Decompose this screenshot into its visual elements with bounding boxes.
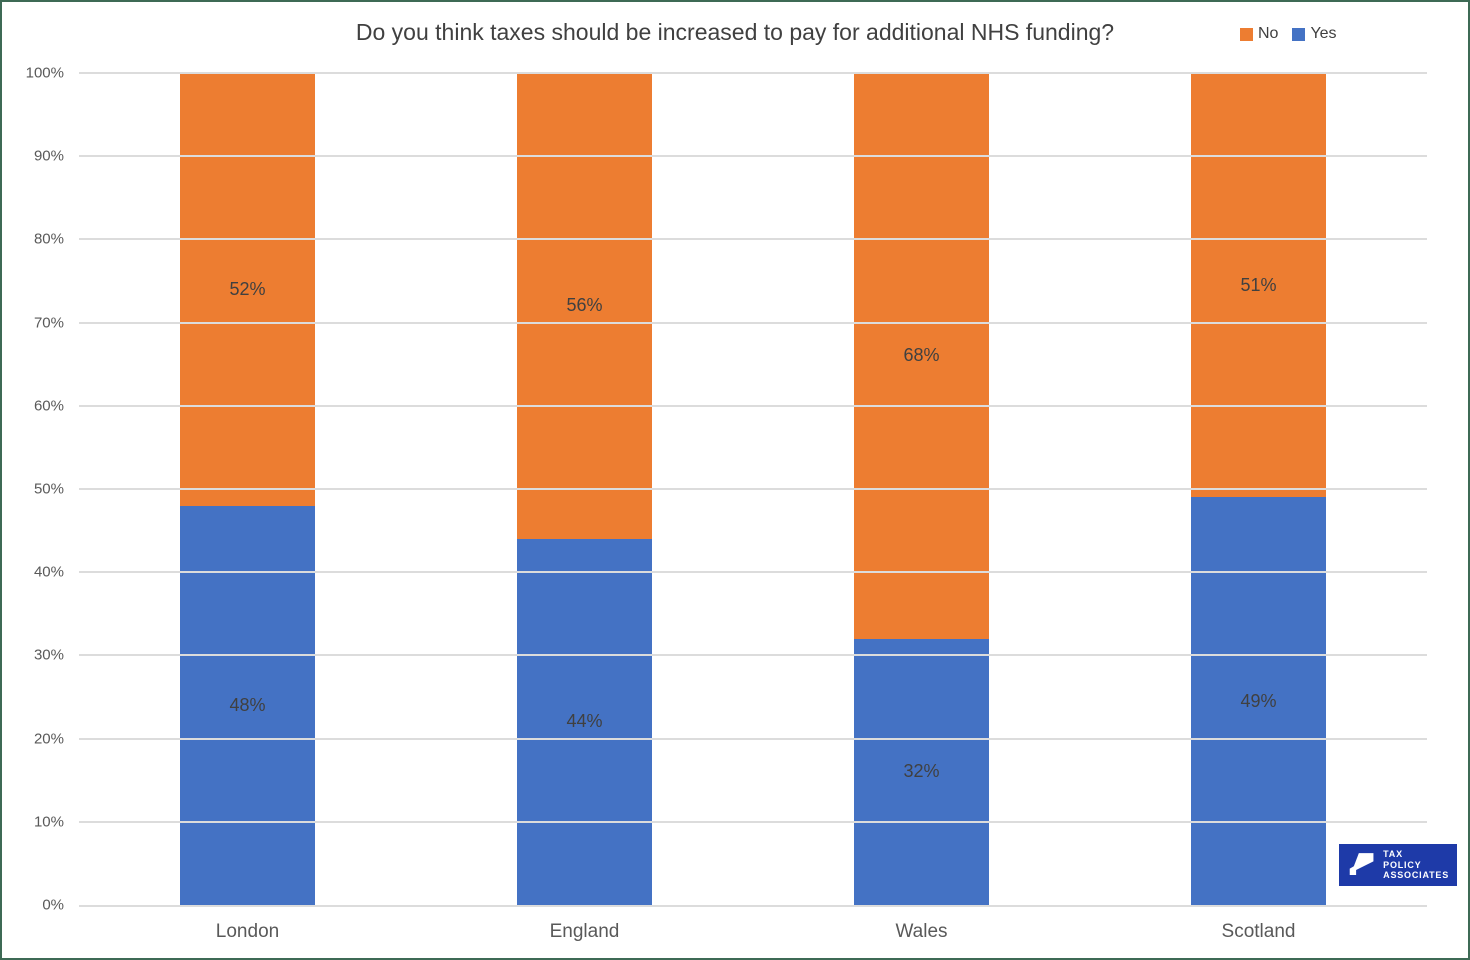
- gridline-70: [79, 321, 1427, 324]
- x-axis: London England Wales Scotland: [79, 921, 1427, 943]
- bar-slot-england: 44% 56%: [416, 73, 753, 905]
- bar-segment-no-england: 56%: [517, 73, 652, 539]
- y-axis-label-10: 10%: [33, 813, 64, 831]
- x-axis-label-england: England: [549, 921, 620, 942]
- gridline-20: [79, 737, 1427, 740]
- gridline-90: [79, 155, 1427, 158]
- logo-line-2: POLICY: [1383, 859, 1422, 870]
- bar-scotland: 49% 51%: [1191, 73, 1326, 905]
- logo-text: TAX POLICY ASSOCIATES: [1383, 849, 1449, 881]
- bar-segment-no-scotland: 51%: [1191, 73, 1326, 498]
- bar-segment-no-london: 52%: [180, 73, 315, 506]
- bar-wales: 32% 68%: [854, 73, 989, 905]
- gridline-30: [79, 654, 1427, 657]
- y-axis-label-100: 100%: [25, 64, 64, 82]
- data-label-yes-wales: 32%: [903, 761, 940, 782]
- y-axis-label-90: 90%: [33, 147, 64, 165]
- legend: No Yes: [1240, 25, 1337, 43]
- x-axis-label-wales: Wales: [895, 921, 948, 942]
- y-axis-label-30: 30%: [33, 646, 64, 664]
- data-label-no-scotland: 51%: [1240, 274, 1277, 295]
- gridline-40: [79, 571, 1427, 574]
- bar-england: 44% 56%: [517, 73, 652, 905]
- y-axis-label-0: 0%: [42, 896, 64, 914]
- gridline-100: [79, 72, 1427, 74]
- gridline-10: [79, 820, 1427, 823]
- x-axis-label-scotland: Scotland: [1221, 921, 1296, 942]
- gridline-60: [79, 404, 1427, 407]
- gridline-80: [79, 238, 1427, 241]
- y-axis: 0% 10% 20% 30% 40% 50% 60% 70% 80% 90% 100%: [2, 65, 64, 914]
- logo-line-3: ASSOCIATES: [1383, 870, 1449, 881]
- legend-swatch-yes: [1292, 27, 1306, 41]
- bar-segment-yes-london: 48%: [180, 505, 315, 905]
- tax-policy-associates-logo-icon: [1349, 853, 1374, 876]
- bar-segment-yes-scotland: 49%: [1191, 497, 1326, 905]
- data-label-yes-england: 44%: [566, 711, 603, 732]
- data-label-no-wales: 68%: [903, 345, 940, 366]
- legend-item-no: No: [1240, 25, 1278, 43]
- data-label-no-london: 52%: [229, 278, 266, 299]
- chart-title: Do you think taxes should be increased t…: [355, 19, 1115, 45]
- y-axis-label-70: 70%: [33, 314, 64, 332]
- bar-slot-scotland: 49% 51%: [1090, 73, 1427, 905]
- y-axis-label-40: 40%: [33, 563, 64, 581]
- legend-swatch-no: [1240, 27, 1253, 41]
- data-label-yes-scotland: 49%: [1240, 690, 1277, 711]
- data-label-yes-london: 48%: [229, 694, 266, 715]
- y-axis-label-50: 50%: [33, 480, 64, 498]
- bar-segment-yes-wales: 32%: [854, 638, 989, 905]
- plot-area: 48% 52% 44% 56% 32% 68% 49% 51%: [79, 72, 1427, 907]
- y-axis-label-60: 60%: [33, 397, 64, 415]
- y-axis-label-20: 20%: [33, 730, 64, 748]
- legend-item-yes: Yes: [1292, 25, 1337, 43]
- bar-segment-no-wales: 68%: [854, 73, 989, 639]
- logo-line-1: TAX: [1383, 849, 1403, 860]
- x-axis-label-london: London: [215, 921, 280, 942]
- y-axis-label-80: 80%: [33, 230, 64, 248]
- legend-label-yes: Yes: [1310, 25, 1337, 42]
- tax-policy-associates-logo: TAX POLICY ASSOCIATES: [1339, 844, 1457, 886]
- gridline-50: [79, 488, 1427, 490]
- legend-label-no: No: [1258, 25, 1279, 42]
- bar-segment-yes-england: 44%: [517, 538, 652, 905]
- bar-slot-wales: 32% 68%: [753, 73, 1090, 905]
- data-label-no-england: 56%: [566, 295, 603, 316]
